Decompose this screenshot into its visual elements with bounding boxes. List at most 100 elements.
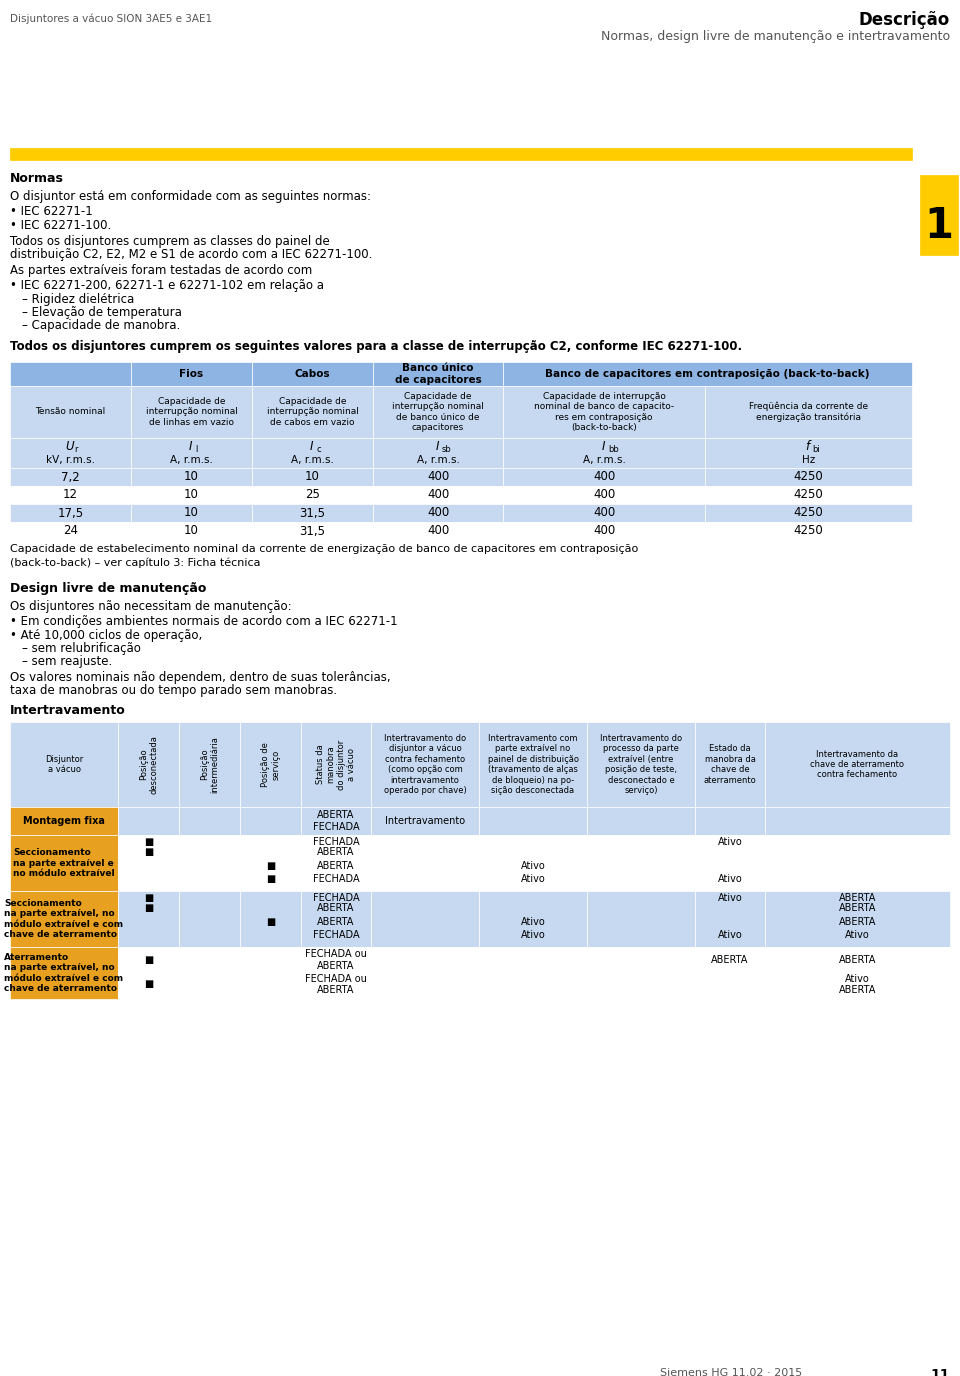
Text: Capacidade de interrupção
nominal de banco de capacito-
res em contraposição
(ba: Capacidade de interrupção nominal de ban… — [534, 392, 674, 432]
Text: Ativo: Ativo — [718, 930, 742, 940]
Text: Ativo: Ativo — [520, 861, 545, 871]
Text: Os valores nominais não dependem, dentro de suas tolerâncias,: Os valores nominais não dependem, dentro… — [10, 671, 391, 684]
Text: 24: 24 — [63, 524, 78, 538]
Bar — [10, 387, 131, 438]
Text: ■: ■ — [144, 955, 154, 965]
Text: 17,5: 17,5 — [58, 506, 84, 520]
Text: 4250: 4250 — [794, 471, 824, 483]
Bar — [371, 892, 479, 947]
Bar — [131, 438, 252, 468]
Bar — [705, 486, 912, 504]
Text: Posição de
serviço: Posição de serviço — [261, 742, 280, 787]
Text: 10: 10 — [305, 471, 320, 483]
Text: bb: bb — [608, 446, 619, 454]
Bar — [252, 486, 373, 504]
Text: FECHADA: FECHADA — [313, 874, 359, 883]
Bar — [705, 504, 912, 522]
Bar — [252, 522, 373, 539]
Text: Ativo: Ativo — [718, 874, 742, 883]
Bar — [765, 722, 950, 806]
Bar — [10, 522, 131, 539]
Bar — [301, 806, 371, 835]
Text: ■: ■ — [144, 837, 154, 846]
Bar — [301, 892, 371, 947]
Bar — [371, 806, 479, 835]
Text: Intertravamento: Intertravamento — [385, 816, 465, 826]
Text: bi: bi — [812, 446, 820, 454]
Bar — [705, 387, 912, 438]
Text: ■: ■ — [144, 893, 154, 903]
Text: Status da
manobra
do disjuntor
a vácuo: Status da manobra do disjuntor a vácuo — [316, 739, 356, 790]
Bar — [118, 835, 179, 892]
Bar — [765, 806, 950, 835]
Text: FECHADA: FECHADA — [313, 930, 359, 940]
Text: Fios: Fios — [180, 369, 204, 378]
Bar — [131, 522, 252, 539]
Text: – sem reajuste.: – sem reajuste. — [22, 655, 112, 667]
Text: Posição
intermediária: Posição intermediária — [200, 736, 219, 793]
Bar — [179, 806, 240, 835]
Text: Siemens HG 11.02 · 2015: Siemens HG 11.02 · 2015 — [660, 1368, 803, 1376]
Bar — [301, 947, 371, 999]
Bar — [587, 892, 695, 947]
Bar — [118, 947, 179, 999]
Bar — [371, 835, 479, 892]
Bar — [695, 892, 765, 947]
Text: 11: 11 — [930, 1368, 950, 1376]
Bar — [587, 806, 695, 835]
Bar — [503, 522, 705, 539]
Text: Cabos: Cabos — [295, 369, 330, 378]
Text: 400: 400 — [593, 524, 615, 538]
Bar — [179, 892, 240, 947]
Bar — [765, 835, 950, 892]
Bar — [479, 722, 587, 806]
Bar — [10, 806, 118, 835]
Bar — [695, 806, 765, 835]
Text: FECHADA ou
ABERTA: FECHADA ou ABERTA — [305, 974, 367, 995]
Text: – sem relubrificação: – sem relubrificação — [22, 643, 141, 655]
Text: ■: ■ — [144, 903, 154, 912]
Bar — [373, 504, 503, 522]
Bar — [10, 892, 118, 947]
Text: I: I — [310, 439, 313, 453]
Bar — [587, 947, 695, 999]
Text: 400: 400 — [427, 506, 449, 520]
Bar — [10, 438, 131, 468]
Bar — [252, 362, 373, 387]
Text: Design livre de manutenção: Design livre de manutenção — [10, 582, 206, 594]
Bar — [118, 892, 179, 947]
Bar — [373, 387, 503, 438]
Bar — [503, 486, 705, 504]
Bar — [373, 438, 503, 468]
Text: Intertravamento do
processo da parte
extraível (entre
posição de teste,
desconec: Intertravamento do processo da parte ext… — [600, 733, 682, 795]
Bar — [252, 504, 373, 522]
Bar — [131, 387, 252, 438]
Text: • Em condições ambientes normais de acordo com a IEC 62271-1: • Em condições ambientes normais de acor… — [10, 615, 397, 627]
Bar — [131, 362, 252, 387]
Text: Todos os disjuntores cumprem as classes do painel de: Todos os disjuntores cumprem as classes … — [10, 235, 329, 248]
Text: Ativo: Ativo — [520, 874, 545, 883]
Bar — [118, 722, 179, 806]
Text: ABERTA: ABERTA — [318, 916, 354, 927]
Text: ABERTA: ABERTA — [839, 955, 876, 965]
Bar — [705, 468, 912, 486]
Text: O disjuntor está em conformidade com as seguintes normas:: O disjuntor está em conformidade com as … — [10, 190, 371, 204]
Bar — [695, 835, 765, 892]
Text: Ativo: Ativo — [718, 893, 742, 903]
Bar — [10, 947, 118, 999]
Text: 31,5: 31,5 — [300, 524, 325, 538]
Bar — [240, 835, 301, 892]
Bar — [479, 947, 587, 999]
Text: – Capacidade de manobra.: – Capacidade de manobra. — [22, 319, 180, 332]
Text: ■: ■ — [266, 874, 276, 883]
Bar — [765, 947, 950, 999]
Text: Estado da
manobra da
chave de
aterramento: Estado da manobra da chave de aterrament… — [704, 744, 756, 784]
Text: Tensão nominal: Tensão nominal — [36, 407, 106, 417]
Bar — [479, 806, 587, 835]
Text: ■: ■ — [144, 846, 154, 857]
Text: sb: sb — [442, 446, 452, 454]
Text: Ativo: Ativo — [845, 930, 870, 940]
Text: ABERTA: ABERTA — [318, 861, 354, 871]
Text: FECHADA: FECHADA — [313, 893, 359, 903]
Text: 400: 400 — [593, 471, 615, 483]
